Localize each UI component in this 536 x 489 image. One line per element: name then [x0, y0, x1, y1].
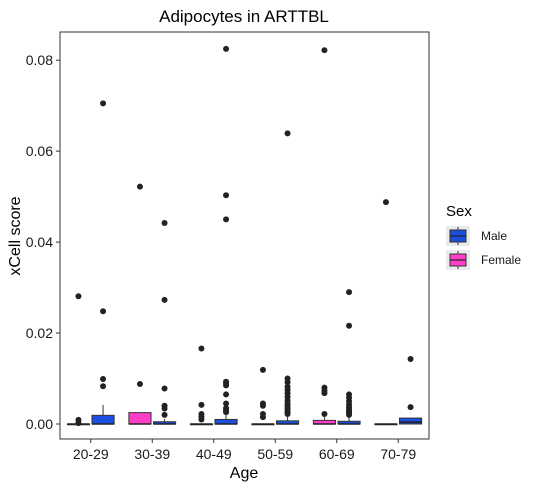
outlier-point — [321, 410, 328, 417]
outlier-point — [407, 404, 414, 411]
legend: Sex Male Female — [446, 203, 521, 270]
outlier-point — [223, 391, 230, 398]
box-body — [128, 412, 152, 425]
outlier-point — [223, 216, 230, 223]
box-female-50-59 — [251, 366, 275, 426]
box-female-20-29 — [66, 293, 91, 427]
outlier-point — [198, 401, 205, 408]
plot-panel — [59, 31, 430, 440]
legend-label-male: Male — [481, 229, 507, 243]
outlier-point — [223, 45, 230, 52]
x-axis-title: Age — [230, 465, 259, 482]
outlier-point — [161, 385, 168, 392]
box-male-40-49 — [214, 45, 238, 425]
outlier-point — [321, 390, 328, 397]
outlier-point — [161, 405, 168, 412]
outlier-point — [100, 308, 107, 315]
outlier-point — [100, 100, 107, 107]
y-tick-label: 0.04 — [26, 234, 53, 250]
outlier-point — [223, 382, 230, 389]
outlier-point — [284, 410, 291, 417]
legend-label-female: Female — [481, 253, 521, 267]
outlier-point — [346, 289, 353, 296]
outlier-point — [284, 130, 291, 137]
chart-title: Adipocytes in ARTTBL — [159, 7, 329, 26]
box-male-20-29 — [91, 100, 115, 425]
box-male-60-69 — [337, 289, 361, 425]
outlier-point — [100, 383, 107, 390]
y-tick-label: 0.08 — [26, 52, 53, 68]
box-series — [66, 45, 423, 427]
box-male-50-59 — [275, 130, 300, 425]
x-tick-label: 60-69 — [319, 446, 355, 462]
x-tick-label: 30-39 — [134, 446, 170, 462]
outlier-point — [223, 409, 230, 416]
outlier-point — [346, 411, 353, 418]
outlier-point — [223, 400, 230, 407]
box-body — [398, 417, 423, 425]
outlier-point — [382, 199, 389, 206]
x-tick-label: 50-59 — [257, 446, 293, 462]
outlier-point — [223, 192, 230, 199]
box-female-40-49 — [189, 345, 214, 426]
outlier-point — [198, 345, 205, 352]
box-female-70-79 — [374, 199, 398, 426]
outlier-point — [407, 355, 414, 362]
x-axis: 20-29 30-39 40-49 50-59 60-69 70-79 — [73, 439, 416, 462]
box-male-30-39 — [152, 219, 177, 425]
x-tick-label: 40-49 — [196, 446, 232, 462]
outlier-point — [161, 219, 168, 226]
outlier-point — [198, 416, 205, 423]
outlier-point — [259, 366, 266, 373]
box-female-30-39 — [128, 183, 152, 425]
outlier-point — [136, 380, 143, 387]
outlier-point — [75, 293, 82, 300]
legend-title: Sex — [446, 203, 472, 220]
outlier-point — [75, 420, 82, 427]
outlier-point — [136, 183, 143, 190]
y-axis-title: xCell score — [7, 196, 24, 275]
outlier-point — [346, 322, 353, 329]
outlier-point — [259, 414, 266, 421]
box-female-60-69 — [312, 47, 337, 425]
y-tick-label: 0.02 — [26, 325, 53, 341]
outlier-point — [161, 296, 168, 303]
y-axis: 0.00 0.02 0.04 0.06 0.08 — [26, 52, 60, 432]
box-male-70-79 — [398, 355, 423, 425]
outlier-point — [100, 375, 107, 382]
y-tick-label: 0.06 — [26, 143, 53, 159]
x-tick-label: 20-29 — [73, 446, 109, 462]
y-tick-label: 0.00 — [26, 416, 53, 432]
outlier-point — [161, 411, 168, 418]
x-tick-label: 70-79 — [380, 446, 416, 462]
outlier-point — [259, 402, 266, 409]
outlier-point — [284, 379, 291, 386]
outlier-point — [321, 47, 328, 54]
box-body — [91, 414, 115, 425]
